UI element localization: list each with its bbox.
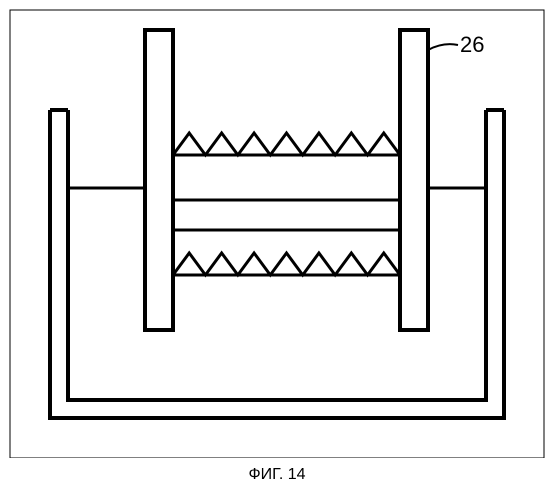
diagram-frame bbox=[10, 10, 544, 458]
post-left bbox=[145, 30, 173, 330]
reference-label-26: 26 bbox=[460, 32, 484, 57]
figure-caption: ФИГ. 14 bbox=[0, 466, 554, 484]
zigzag-lower bbox=[173, 253, 400, 275]
zigzag-upper bbox=[173, 133, 400, 155]
leader-line bbox=[428, 44, 458, 50]
post-right bbox=[400, 30, 428, 330]
